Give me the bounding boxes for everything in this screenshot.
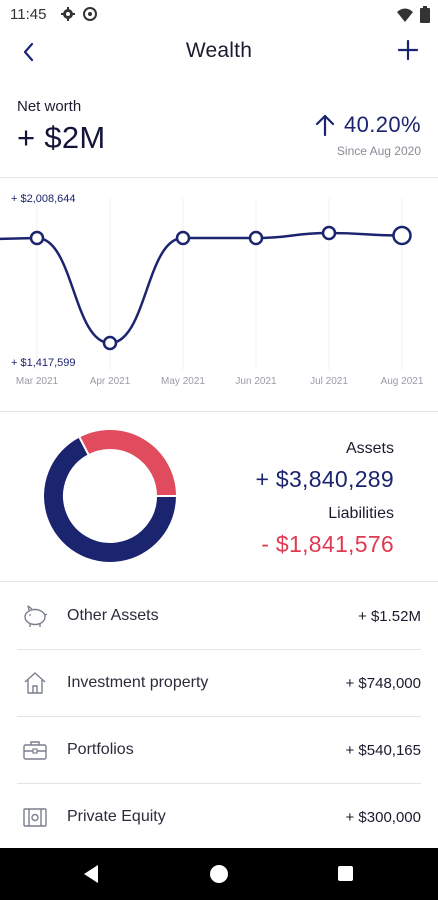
status-icons-left xyxy=(60,6,98,22)
chart-point[interactable] xyxy=(102,335,118,351)
nav-recent-icon[interactable] xyxy=(338,866,353,881)
chart-x-tick-label: Jul 2021 xyxy=(310,376,348,387)
list-item-value: + $540,165 xyxy=(345,742,422,759)
chart-point[interactable] xyxy=(321,225,337,241)
list-item-investment-property[interactable]: Investment property + $748,000 xyxy=(17,650,421,717)
net-worth-change: 40.20% xyxy=(314,112,421,138)
list-item-label: Private Equity xyxy=(67,808,166,825)
briefcase-icon xyxy=(23,741,47,760)
divider xyxy=(0,411,438,412)
system-nav-bar xyxy=(0,848,438,900)
gear-icon xyxy=(61,7,75,21)
list-item-label: Investment property xyxy=(67,674,209,691)
net-worth-change-value: 40.20% xyxy=(343,112,421,137)
liabilities-value: - $1,841,576 xyxy=(261,531,394,557)
nav-back-icon[interactable] xyxy=(82,864,100,884)
assets-liabilities-summary: Assets + $3,840,289 Liabilities - $1,841… xyxy=(0,412,438,580)
chart-point[interactable] xyxy=(29,230,45,246)
battery-icon xyxy=(420,6,430,23)
status-bar: 11:45 xyxy=(0,0,438,30)
chart-min-label: + $1,417,599 xyxy=(11,357,76,369)
status-icons-right xyxy=(396,6,430,23)
assets-value: + $3,840,289 xyxy=(255,466,394,492)
list-item-label: Other Assets xyxy=(67,607,159,624)
line-chart: Mar 2021 Apr 2021 May 2021 Jun 2021 Jul 2021… xyxy=(0,198,424,387)
assets-label: Assets xyxy=(345,440,394,457)
list-item-portfolios[interactable]: Portfolios + $540,165 xyxy=(17,717,421,784)
chart-x-tick-label: Aug 2021 xyxy=(381,376,424,387)
divider xyxy=(0,581,438,582)
house-icon xyxy=(24,672,46,694)
donut-assets-slice xyxy=(42,435,178,564)
app-header: Wealth xyxy=(0,30,438,76)
nav-home-icon[interactable] xyxy=(210,865,228,883)
net-worth-section: Net worth + $2M 40.20% Since Aug 2020 xyxy=(0,90,438,176)
piggy-bank-icon xyxy=(24,605,48,627)
chart-x-tick-label: Apr 2021 xyxy=(90,376,131,387)
plus-icon xyxy=(397,39,419,61)
chart-max-label: + $2,008,644 xyxy=(11,193,76,205)
chart-series-line xyxy=(0,231,403,345)
add-button[interactable] xyxy=(394,36,422,64)
liabilities-label: Liabilities xyxy=(328,505,394,522)
back-button[interactable] xyxy=(16,38,44,66)
page-title: Wealth xyxy=(185,39,253,62)
chart-x-tick-label: Mar 2021 xyxy=(16,376,59,387)
chart-x-tick-label: May 2021 xyxy=(161,376,205,387)
asset-category-list: Other Assets + $1.52M Investment propert… xyxy=(0,583,438,851)
list-item-private-equity[interactable]: Private Equity + $300,000 xyxy=(17,784,421,851)
chart-point[interactable] xyxy=(248,230,264,246)
status-time: 11:45 xyxy=(10,6,47,23)
chart-x-tick-label: Jun 2021 xyxy=(235,376,277,387)
wifi-icon xyxy=(397,8,413,22)
list-item-other-assets[interactable]: Other Assets + $1.52M xyxy=(17,583,421,650)
private-equity-icon xyxy=(23,808,47,827)
list-item-label: Portfolios xyxy=(67,741,134,758)
at-sign-icon xyxy=(83,7,97,21)
net-worth-since: Since Aug 2020 xyxy=(336,144,421,158)
list-item-value: + $300,000 xyxy=(345,809,422,826)
list-item-value: + $748,000 xyxy=(345,675,422,692)
net-worth-chart[interactable]: Mar 2021 Apr 2021 May 2021 Jun 2021 Jul 2021… xyxy=(0,178,438,398)
chart-point[interactable] xyxy=(392,225,412,246)
donut-liabilities-slice xyxy=(77,428,178,497)
net-worth-label: Net worth xyxy=(17,98,82,115)
chevron-left-icon xyxy=(23,42,34,62)
assets-liabilities-donut xyxy=(42,428,178,564)
list-item-value: + $1.52M xyxy=(358,608,421,625)
arrow-up-icon xyxy=(315,114,335,137)
net-worth-value: + $2M xyxy=(17,120,106,155)
chart-point[interactable] xyxy=(175,230,191,246)
divider xyxy=(0,177,438,178)
